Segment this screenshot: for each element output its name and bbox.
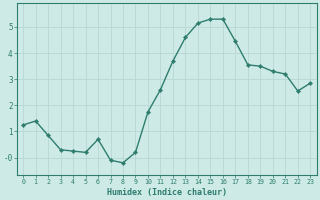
X-axis label: Humidex (Indice chaleur): Humidex (Indice chaleur) xyxy=(107,188,227,197)
